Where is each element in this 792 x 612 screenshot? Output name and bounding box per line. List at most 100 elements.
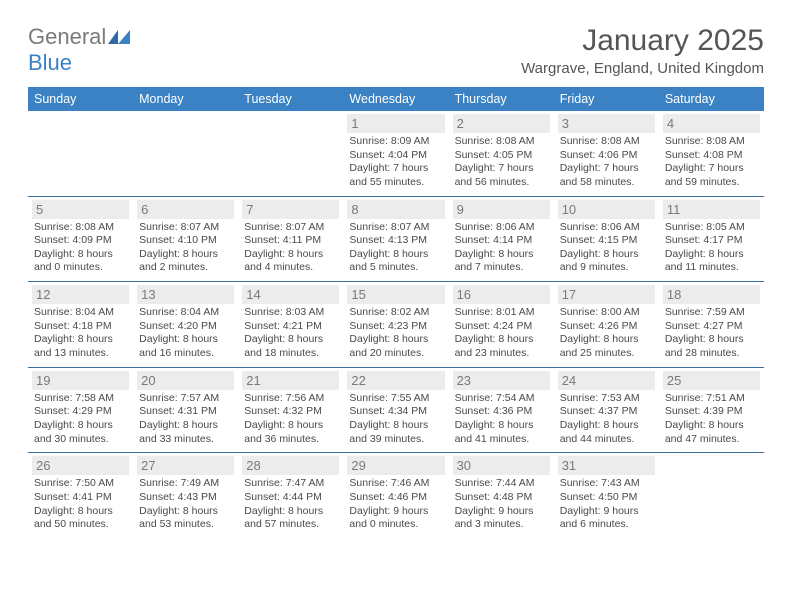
day-cell: 17Sunrise: 8:00 AMSunset: 4:26 PMDayligh… [554, 282, 659, 368]
day-header: Friday [554, 87, 659, 111]
day-cell: 3Sunrise: 8:08 AMSunset: 4:06 PMDaylight… [554, 111, 659, 196]
day-details: Sunrise: 7:50 AMSunset: 4:41 PMDaylight:… [32, 477, 129, 532]
day-number: 6 [137, 200, 234, 219]
day-details: Sunrise: 8:09 AMSunset: 4:04 PMDaylight:… [347, 135, 444, 190]
day-number: 9 [453, 200, 550, 219]
week-row: 5 Sunrise: 8:08 AMSunset: 4:09 PMDaylight… [28, 196, 764, 282]
day-details: Sunrise: 8:05 AMSunset: 4:17 PMDaylight:… [663, 221, 760, 276]
day-number: 13 [137, 285, 234, 304]
day-number: 8 [347, 200, 444, 219]
day-number: 14 [242, 285, 339, 304]
day-number: 5 [32, 200, 129, 219]
day-number: 7 [242, 200, 339, 219]
day-header-row: Sunday Monday Tuesday Wednesday Thursday… [28, 87, 764, 111]
day-number: 28 [242, 456, 339, 475]
day-details: Sunrise: 7:51 AMSunset: 4:39 PMDaylight:… [663, 392, 760, 447]
day-header: Tuesday [238, 87, 343, 111]
day-cell: 19 Sunrise: 7:58 AMSunset: 4:29 PMDayligh… [28, 367, 133, 453]
flag-icon [108, 31, 130, 48]
day-cell: 30 Sunrise: 7:44 AMSunset: 4:48 PMDayligh… [449, 453, 554, 538]
day-cell [133, 111, 238, 196]
header-row: General Blue January 2025 Wargrave, Engl… [28, 24, 764, 77]
day-number: 25 [663, 371, 760, 390]
day-cell: 20Sunrise: 7:57 AMSunset: 4:31 PMDayligh… [133, 367, 238, 453]
day-details: Sunrise: 8:06 AMSunset: 4:15 PMDaylight:… [558, 221, 655, 276]
day-cell: 18 Sunrise: 7:59 AMSunset: 4:27 PMDayligh… [659, 282, 764, 368]
day-details: Sunrise: 7:59 AMSunset: 4:27 PMDaylight:… [663, 306, 760, 361]
day-number: 3 [558, 114, 655, 133]
day-details: Sunrise: 7:55 AMSunset: 4:34 PMDaylight:… [347, 392, 444, 447]
day-header: Thursday [449, 87, 554, 111]
day-number: 27 [137, 456, 234, 475]
day-cell: 5 Sunrise: 8:08 AMSunset: 4:09 PMDaylight… [28, 196, 133, 282]
day-number: 31 [558, 456, 655, 475]
day-cell: 14 Sunrise: 8:03 AMSunset: 4:21 PMDayligh… [238, 282, 343, 368]
day-number: 11 [663, 200, 760, 219]
week-row: 26 Sunrise: 7:50 AMSunset: 4:41 PMDayligh… [28, 453, 764, 538]
day-details: Sunrise: 7:53 AMSunset: 4:37 PMDaylight:… [558, 392, 655, 447]
day-details: Sunrise: 8:07 AMSunset: 4:10 PMDaylight:… [137, 221, 234, 276]
day-details: Sunrise: 8:08 AMSunset: 4:09 PMDaylight:… [32, 221, 129, 276]
day-details: Sunrise: 8:08 AMSunset: 4:08 PMDaylight:… [663, 135, 760, 190]
day-cell: 9 Sunrise: 8:06 AMSunset: 4:14 PMDaylight… [449, 196, 554, 282]
day-number: 15 [347, 285, 444, 304]
day-cell: 8 Sunrise: 8:07 AMSunset: 4:13 PMDaylight… [343, 196, 448, 282]
day-details: Sunrise: 8:07 AMSunset: 4:11 PMDaylight:… [242, 221, 339, 276]
day-cell: 26 Sunrise: 7:50 AMSunset: 4:41 PMDayligh… [28, 453, 133, 538]
day-number: 19 [32, 371, 129, 390]
day-number: 23 [453, 371, 550, 390]
day-details: Sunrise: 8:02 AMSunset: 4:23 PMDaylight:… [347, 306, 444, 361]
day-details: Sunrise: 7:56 AMSunset: 4:32 PMDaylight:… [242, 392, 339, 447]
day-header: Monday [133, 87, 238, 111]
logo-text: General Blue [28, 24, 130, 76]
day-cell: 13 Sunrise: 8:04 AMSunset: 4:20 PMDayligh… [133, 282, 238, 368]
day-cell: 22 Sunrise: 7:55 AMSunset: 4:34 PMDayligh… [343, 367, 448, 453]
day-number: 30 [453, 456, 550, 475]
day-details: Sunrise: 8:01 AMSunset: 4:24 PMDaylight:… [453, 306, 550, 361]
day-cell: 7 Sunrise: 8:07 AMSunset: 4:11 PMDaylight… [238, 196, 343, 282]
day-number: 1 [347, 114, 444, 133]
day-cell: 6 Sunrise: 8:07 AMSunset: 4:10 PMDaylight… [133, 196, 238, 282]
day-number: 4 [663, 114, 760, 133]
day-cell: 21 Sunrise: 7:56 AMSunset: 4:32 PMDayligh… [238, 367, 343, 453]
day-details: Sunrise: 7:57 AMSunset: 4:31 PMDaylight:… [137, 392, 234, 447]
day-number: 12 [32, 285, 129, 304]
day-number: 10 [558, 200, 655, 219]
month-title: January 2025 [521, 24, 764, 58]
calendar-table: Sunday Monday Tuesday Wednesday Thursday… [28, 87, 764, 538]
day-cell: 10 Sunrise: 8:06 AMSunset: 4:15 PMDayligh… [554, 196, 659, 282]
day-number: 21 [242, 371, 339, 390]
day-details: Sunrise: 8:08 AMSunset: 4:05 PMDaylight:… [453, 135, 550, 190]
logo-word-general: General [28, 24, 106, 49]
day-number: 24 [558, 371, 655, 390]
day-header: Sunday [28, 87, 133, 111]
day-number: 26 [32, 456, 129, 475]
day-details: Sunrise: 8:03 AMSunset: 4:21 PMDaylight:… [242, 306, 339, 361]
day-cell: 16 Sunrise: 8:01 AMSunset: 4:24 PMDayligh… [449, 282, 554, 368]
day-header: Saturday [659, 87, 764, 111]
day-cell: 27 Sunrise: 7:49 AMSunset: 4:43 PMDayligh… [133, 453, 238, 538]
week-row: 12 Sunrise: 8:04 AMSunset: 4:18 PMDayligh… [28, 282, 764, 368]
day-details: Sunrise: 7:46 AMSunset: 4:46 PMDaylight:… [347, 477, 444, 532]
day-cell: 1 Sunrise: 8:09 AMSunset: 4:04 PMDaylight… [343, 111, 448, 196]
day-details: Sunrise: 7:49 AMSunset: 4:43 PMDaylight:… [137, 477, 234, 532]
calendar-page: General Blue January 2025 Wargrave, Engl… [0, 0, 792, 558]
day-details: Sunrise: 8:07 AMSunset: 4:13 PMDaylight:… [347, 221, 444, 276]
week-row: 1 Sunrise: 8:09 AMSunset: 4:04 PMDaylight… [28, 111, 764, 196]
day-details: Sunrise: 7:47 AMSunset: 4:44 PMDaylight:… [242, 477, 339, 532]
logo-word-blue: Blue [28, 50, 72, 75]
day-details: Sunrise: 8:04 AMSunset: 4:20 PMDaylight:… [137, 306, 234, 361]
day-details: Sunrise: 7:44 AMSunset: 4:48 PMDaylight:… [453, 477, 550, 532]
day-header: Wednesday [343, 87, 448, 111]
day-details: Sunrise: 8:06 AMSunset: 4:14 PMDaylight:… [453, 221, 550, 276]
day-number: 18 [663, 285, 760, 304]
day-details: Sunrise: 7:43 AMSunset: 4:50 PMDaylight:… [558, 477, 655, 532]
day-cell [28, 111, 133, 196]
location-subtitle: Wargrave, England, United Kingdom [521, 60, 764, 77]
day-number: 16 [453, 285, 550, 304]
day-cell: 31 Sunrise: 7:43 AMSunset: 4:50 PMDayligh… [554, 453, 659, 538]
day-details: Sunrise: 7:58 AMSunset: 4:29 PMDaylight:… [32, 392, 129, 447]
day-details: Sunrise: 8:04 AMSunset: 4:18 PMDaylight:… [32, 306, 129, 361]
day-number: 22 [347, 371, 444, 390]
day-cell: 29Sunrise: 7:46 AMSunset: 4:46 PMDayligh… [343, 453, 448, 538]
